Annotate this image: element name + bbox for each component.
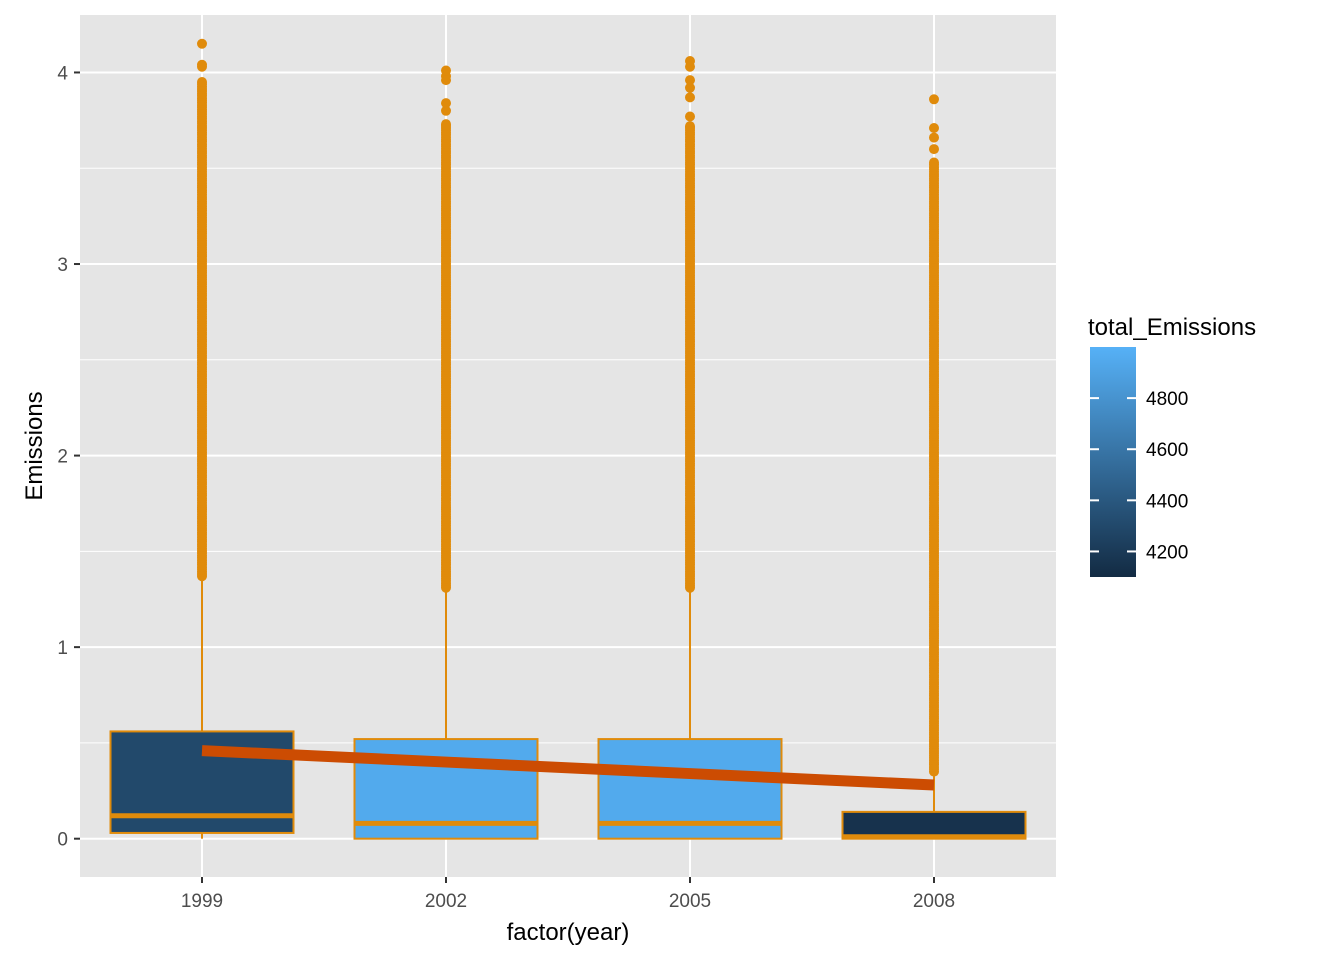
- x-tick-label: 2008: [913, 891, 955, 912]
- legend-title: total_Emissions: [1088, 314, 1256, 341]
- y-tick-label: 0: [57, 830, 68, 851]
- outlier-point: [685, 82, 695, 93]
- box-body: [841, 810, 1027, 840]
- trend-line-group: [201, 745, 935, 791]
- outlier-point: [685, 75, 695, 86]
- outlier-point: [685, 111, 695, 122]
- legend-tick-label: 4200: [1146, 542, 1188, 563]
- box-1999: [109, 38, 295, 839]
- outlier-point: [929, 144, 939, 155]
- x-tick-label: 2005: [669, 891, 711, 912]
- y-axis: 0 1 2 3 4: [57, 63, 80, 851]
- outlier-point: [685, 55, 695, 66]
- legend-tick-label: 4600: [1146, 440, 1188, 461]
- legend-colorbar: [1090, 347, 1136, 577]
- outlier-point: [685, 92, 695, 103]
- outlier-point: [441, 65, 451, 76]
- outlier-point: [929, 157, 939, 168]
- x-tick-label: 2002: [425, 891, 467, 912]
- outlier-point: [929, 132, 939, 143]
- box-2002: [353, 65, 539, 840]
- y-tick-label: 2: [57, 447, 68, 468]
- box-series: [109, 38, 1027, 840]
- y-tick-label: 1: [57, 638, 68, 659]
- outliers-2005: [685, 55, 695, 593]
- outlier-point: [929, 94, 939, 105]
- outliers-2002: [441, 65, 451, 593]
- outlier-point: [197, 38, 207, 49]
- legend-tick-label: 4800: [1146, 389, 1188, 410]
- trend-line: [201, 745, 935, 791]
- box-2008: [841, 94, 1027, 840]
- x-axis-title: factor(year): [507, 919, 630, 946]
- outlier-point: [197, 77, 207, 88]
- outlier-point: [685, 121, 695, 132]
- box-2005: [597, 55, 783, 840]
- outlier-point: [929, 123, 939, 134]
- outliers-2008: [929, 94, 939, 777]
- y-tick-label: 3: [57, 255, 68, 276]
- outlier-point: [197, 59, 207, 70]
- legend: total_Emissions 4200 4400 4600 4800: [1088, 314, 1256, 577]
- y-axis-title: Emissions: [21, 391, 48, 500]
- x-axis: 1999 2002 2005 2008: [181, 877, 955, 912]
- outliers-1999: [197, 38, 207, 582]
- y-tick-label: 4: [57, 63, 68, 84]
- outlier-point: [441, 105, 451, 116]
- outlier-point: [441, 119, 451, 130]
- outlier-point: [441, 98, 451, 109]
- x-tick-label: 1999: [181, 891, 223, 912]
- legend-tick-label: 4400: [1146, 491, 1188, 512]
